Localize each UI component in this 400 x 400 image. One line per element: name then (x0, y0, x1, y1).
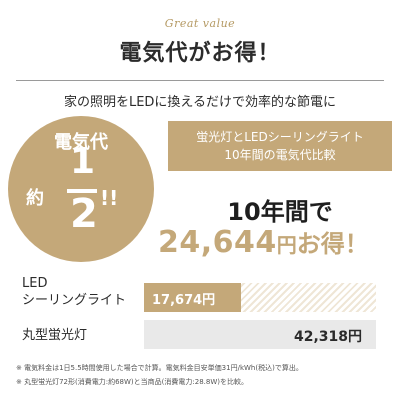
fluorescent-cost-value: 42,318円 (293, 329, 362, 345)
badge-numerator: 1 (70, 141, 96, 182)
badge-prefix: 約 (26, 188, 44, 209)
comparison-banner: 蛍光灯とLEDシーリングライト 10年間の電気代比較 (168, 121, 392, 171)
fluorescent-cost-bar: 42,318円 (144, 320, 376, 349)
fluorescent-label: 丸型蛍光灯 (22, 328, 88, 343)
subtitle: 家の照明をLEDに換えるだけで効率的な節電に (63, 95, 337, 110)
savings-tail: お得！ (296, 230, 369, 258)
footnote-1: ※ 電気料金は1日5.5時間使用した場合で計算。電気料金目安単価31円/kWh(… (16, 364, 303, 372)
badge-denominator: 2 (70, 191, 98, 237)
fraction-bar (67, 189, 97, 193)
badge-label: 電気代 (54, 132, 108, 153)
banner-line-2: 10年間の電気代比較 (224, 148, 336, 162)
banner-line-1: 蛍光灯とLEDシーリングライト (196, 130, 364, 144)
badge-exclamation: !! (100, 186, 119, 210)
footnote-2: ※ 丸型蛍光灯72形(消費電力:約68W)と当商品(消費電力:28.8W)を比較… (16, 378, 248, 386)
period-text: 10年間で (227, 198, 333, 226)
led-label: LED シーリングライト (22, 275, 126, 309)
led-label-line-2: シーリングライト (22, 293, 127, 308)
savings-yen: 円 (276, 233, 297, 257)
savings-badge: 電気代 約 1 2 !! (8, 116, 154, 262)
led-label-line-1: LED (22, 276, 48, 291)
script-heading: Great value (164, 17, 236, 30)
page-title: 電気代がお得！ (119, 41, 281, 66)
led-cost-value: 17,674円 (152, 293, 216, 308)
led-cost-bar: 17,674円 (144, 283, 241, 312)
divider (16, 80, 384, 81)
savings-number: 24,644 (158, 225, 277, 260)
savings-amount: 24,644円お得！ (158, 224, 398, 260)
